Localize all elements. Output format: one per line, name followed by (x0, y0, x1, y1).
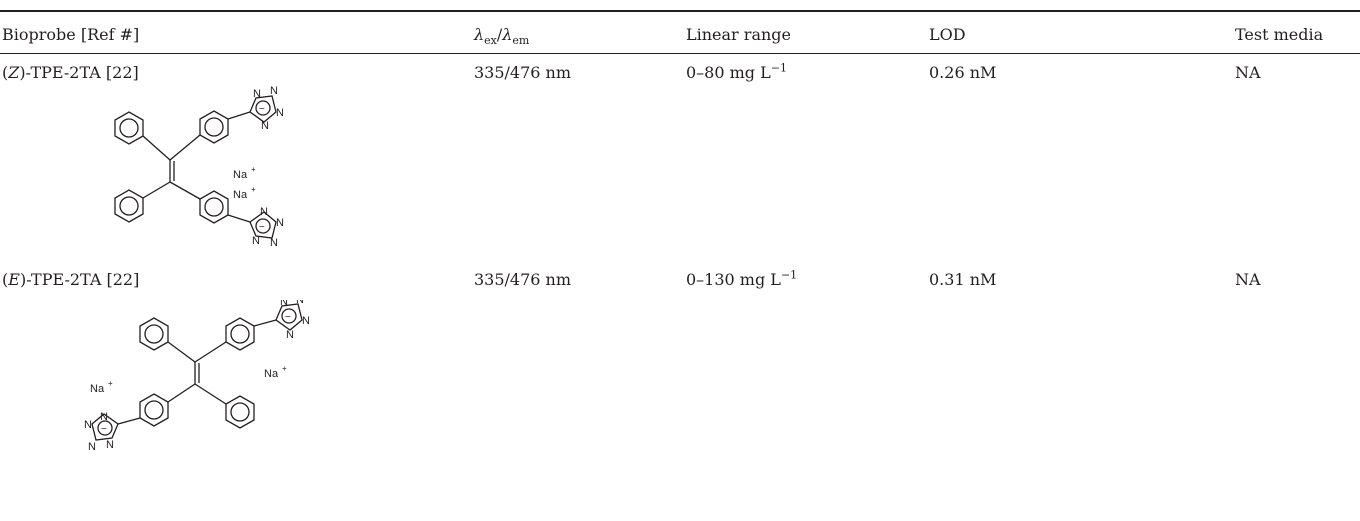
svg-text:N: N (302, 315, 310, 327)
linear-range-z: 0–80 mg L−1 (686, 61, 787, 82)
svg-text:N: N (261, 120, 269, 132)
table-header-rule (0, 53, 1360, 54)
svg-text:Na: Na (233, 189, 248, 201)
wavelength-z: 335/476 nm (474, 63, 572, 82)
header-bioprobe: Bioprobe [Ref #] (2, 25, 140, 44)
svg-text:+: + (251, 185, 256, 194)
header-wavelength: λex/λem (474, 25, 530, 48)
chemical-structure-e-tpe-2ta: N N N N − N N N N − Na + Na + (84, 300, 310, 453)
svg-text:−: − (285, 312, 291, 323)
svg-text:N: N (276, 217, 284, 229)
svg-text:+: + (108, 379, 113, 388)
svg-text:N: N (270, 85, 278, 97)
svg-text:N: N (84, 419, 92, 431)
svg-text:Na: Na (264, 368, 279, 380)
test-media-z: NA (1235, 63, 1261, 82)
svg-text:N: N (286, 329, 294, 341)
svg-text:−: − (259, 104, 265, 115)
svg-text:N: N (270, 237, 278, 249)
svg-text:−: − (101, 424, 107, 435)
bioprobe-name-e: (E)-TPE-2TA [22] (2, 270, 140, 289)
svg-text:+: + (282, 364, 287, 373)
svg-text:N: N (280, 300, 288, 308)
svg-text:Na: Na (233, 169, 248, 181)
svg-text:N: N (100, 411, 108, 423)
header-lod: LOD (929, 25, 966, 44)
header-linear-range: Linear range (686, 25, 791, 44)
svg-text:N: N (252, 235, 260, 247)
svg-text:N: N (253, 88, 261, 100)
svg-text:+: + (251, 165, 256, 174)
svg-text:N: N (106, 439, 114, 451)
svg-text:N: N (88, 441, 96, 453)
table-top-rule (0, 10, 1360, 12)
svg-text:Na: Na (90, 383, 105, 395)
svg-text:N: N (260, 206, 268, 218)
svg-text:N: N (296, 300, 304, 306)
chemical-structure-z-tpe-2ta: N N N N − N N N N − Na + Na + (114, 85, 284, 249)
svg-text:N: N (276, 107, 284, 119)
header-test-media: Test media (1235, 25, 1324, 44)
test-media-e: NA (1235, 270, 1261, 289)
lod-e: 0.31 nM (929, 270, 997, 289)
bioprobe-name-z: (Z)-TPE-2TA [22] (2, 63, 139, 82)
linear-range-e: 0–130 mg L−1 (686, 268, 798, 289)
lod-z: 0.26 nM (929, 63, 997, 82)
wavelength-e: 335/476 nm (474, 270, 572, 289)
svg-text:−: − (259, 222, 265, 233)
